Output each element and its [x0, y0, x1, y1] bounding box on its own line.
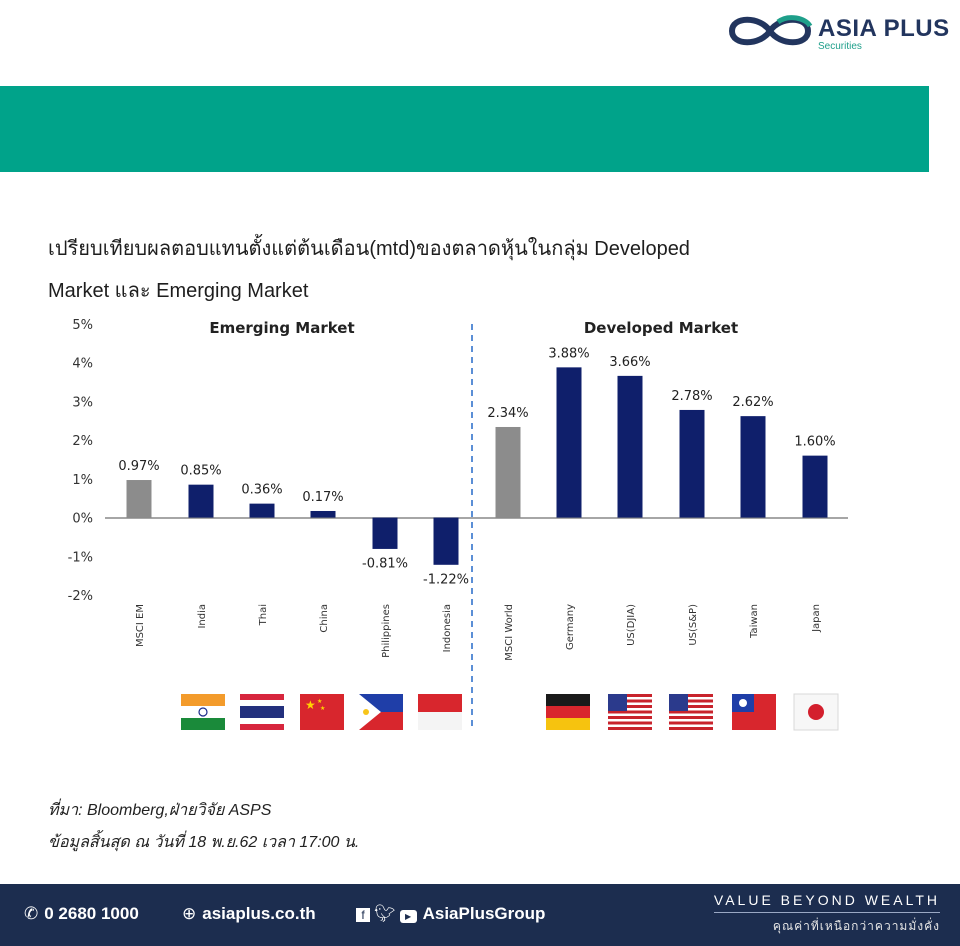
usa-flag: [669, 694, 713, 730]
company-logo: ASIA PLUS Securities: [726, 10, 949, 52]
category-label: MSCI World: [504, 604, 515, 661]
group-title: Developed Market: [584, 319, 738, 337]
footer-social[interactable]: f 🐦︎ ▶ AsiaPlusGroup: [356, 904, 545, 924]
facebook-icon: f: [356, 908, 370, 922]
website-link: asiaplus.co.th: [202, 904, 316, 923]
india-flag: [181, 694, 225, 730]
bar: [740, 416, 766, 518]
category-label: Indonesia: [442, 604, 453, 652]
category-label: MSCI EM: [135, 604, 146, 647]
bar: [556, 367, 582, 518]
data-label: -1.22%: [423, 573, 469, 588]
bar: [802, 455, 828, 518]
social-handle: AsiaPlusGroup: [422, 904, 546, 923]
svg-text:★: ★: [317, 698, 322, 705]
globe-icon: ⊕: [182, 904, 197, 923]
bar: [679, 409, 705, 518]
y-tick-label: -1%: [68, 550, 93, 565]
y-tick-label: 1%: [72, 473, 93, 488]
data-label: 0.85%: [180, 464, 221, 479]
y-tick-label: 4%: [72, 357, 93, 372]
bar: [310, 510, 336, 518]
footer-website[interactable]: ⊕ asiaplus.co.th: [182, 904, 316, 924]
bar: [249, 503, 275, 518]
bar: [372, 517, 398, 549]
bar: [617, 375, 643, 518]
category-labels: MSCI EM India Thai China Philippines Indonesi…: [135, 604, 822, 661]
indonesia-flag: [418, 694, 462, 730]
usa-flag: [608, 694, 652, 730]
bar-chart: 5% 4% 3% 2% 1% 0% -1% -2% Emerging Market Develo…: [68, 318, 848, 731]
data-label: 2.62%: [732, 395, 773, 410]
brand-subtitle: Securities: [818, 41, 862, 52]
group-title: Emerging Market: [209, 319, 354, 337]
y-tick-label: 3%: [72, 395, 93, 410]
youtube-icon: ▶: [399, 910, 417, 923]
y-tick-label: -2%: [68, 589, 93, 604]
bar: [126, 480, 152, 518]
data-date-line: ข้อมูลสิ้นสุด ณ วันที่ 18 พ.ย.62 เวลา 17…: [48, 834, 360, 851]
footer-bar: ✆ 0 2680 1000 ⊕ asiaplus.co.th f 🐦︎ ▶ AsiaPlu…: [0, 884, 960, 946]
bars: [126, 367, 828, 565]
header-banner: [0, 86, 929, 172]
tagline-thai: คุณค่าที่เหนือกว่าความมั่งคั่ง: [772, 919, 940, 933]
category-label: India: [197, 604, 208, 629]
china-flag: ★ ★ ★: [300, 694, 344, 730]
bar: [188, 484, 214, 518]
twitter-icon: 🐦︎: [374, 904, 396, 923]
philippines-flag: [359, 694, 403, 730]
data-label: 2.34%: [487, 406, 528, 421]
bar: [433, 517, 459, 565]
source-note: ที่มา: Bloomberg,ฝ่ายวิจัย ASPS ข้อมูลสิ…: [48, 795, 359, 859]
category-label: Philippines: [381, 604, 392, 658]
japan-flag: [793, 693, 839, 731]
y-tick-label: 0%: [72, 512, 93, 527]
category-label: Thai: [258, 604, 269, 626]
category-label: Taiwan: [749, 604, 760, 639]
svg-text:★: ★: [320, 705, 325, 712]
taiwan-flag: [732, 694, 776, 730]
y-tick-label: 2%: [72, 434, 93, 449]
y-tick-label: 5%: [72, 318, 93, 333]
heading-line-2: Market และ Emerging Market: [48, 280, 309, 302]
tagline: VALUE BEYOND WEALTH คุณค่าที่เหนือกว่าคว…: [713, 892, 940, 936]
data-label: -0.81%: [362, 557, 408, 572]
category-label: US(DJIA): [626, 604, 637, 646]
chart-heading: เปรียบเทียบผลตอบแทนตั้งแต่ต้นเดือน(mtd)ข…: [48, 228, 848, 312]
category-label: China: [319, 604, 330, 633]
tagline-divider: [713, 912, 940, 913]
flags: ★ ★ ★: [181, 693, 839, 731]
data-label: 3.88%: [548, 346, 589, 361]
category-label: US(S&P): [688, 604, 699, 646]
data-label: 2.78%: [671, 389, 712, 404]
svg-text:★: ★: [305, 698, 316, 712]
germany-flag: [546, 694, 590, 730]
data-label: 0.36%: [241, 483, 282, 498]
tagline-english: VALUE BEYOND WEALTH: [713, 892, 940, 908]
data-label: 3.66%: [609, 355, 650, 370]
y-axis: 5% 4% 3% 2% 1% 0% -1% -2%: [68, 318, 93, 604]
thailand-flag: [240, 694, 284, 730]
footer-phone[interactable]: ✆ 0 2680 1000: [24, 904, 139, 924]
source-line: ที่มา: Bloomberg,ฝ่ายวิจัย ASPS: [48, 802, 272, 819]
data-label: 0.17%: [302, 490, 343, 505]
infinity-logo-icon: [728, 15, 813, 46]
group-titles: Emerging Market Developed Market: [209, 319, 738, 337]
category-label: Germany: [565, 604, 576, 650]
heading-line-1: เปรียบเทียบผลตอบแทนตั้งแต่ต้นเดือน(mtd)ข…: [48, 238, 690, 260]
category-label: Japan: [811, 604, 822, 633]
phone-icon: ✆: [24, 904, 39, 923]
phone-number: 0 2680 1000: [44, 904, 139, 923]
data-label: 0.97%: [118, 459, 159, 474]
bar: [495, 426, 521, 518]
data-label: 1.60%: [794, 435, 835, 450]
value-labels: 0.97% 0.85% 0.36% 0.17% -0.81% -1.22% 2.34% 3.8…: [118, 346, 835, 587]
brand-name: ASIA PLUS: [818, 15, 950, 42]
